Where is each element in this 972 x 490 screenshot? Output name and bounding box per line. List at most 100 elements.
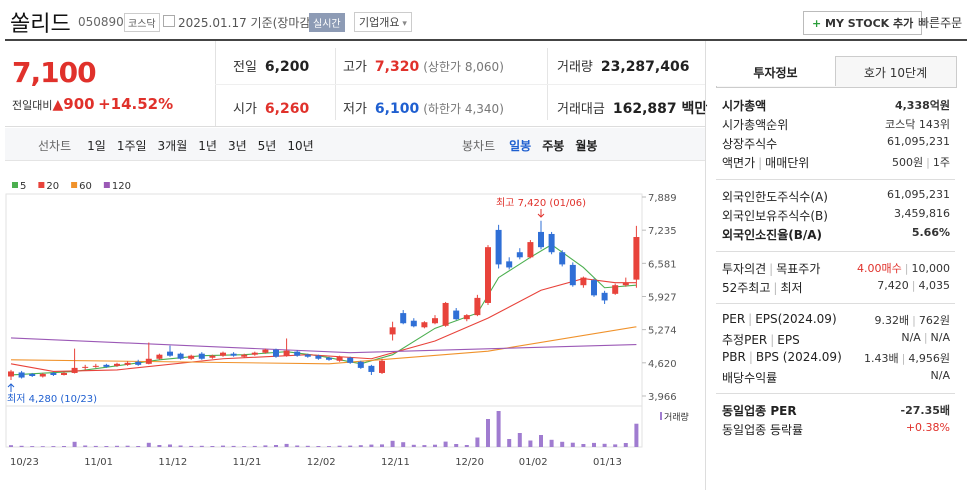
group-rule (716, 251, 955, 252)
current-price: 7,100 (12, 56, 97, 89)
volume-bar (592, 442, 596, 447)
volume-bar (146, 442, 151, 447)
y-tick-label: 7,235 (648, 226, 677, 237)
info-value: 4,338억원 (895, 97, 950, 113)
volume-bar (613, 444, 618, 447)
volume-bar (380, 444, 384, 447)
info-value: 9.32배 | 762원 (875, 312, 950, 328)
volume-bar (528, 440, 533, 447)
candle-body (538, 231, 544, 248)
info-value: N/A | N/A (901, 331, 950, 344)
period-tab[interactable]: 10년 (287, 139, 314, 153)
candle-body (50, 372, 57, 375)
company-text: 기업개요 (359, 16, 400, 29)
candle-body (474, 297, 481, 316)
candle-body (230, 353, 237, 356)
label-part: 매매단위 (765, 156, 810, 170)
candle-body (294, 351, 301, 356)
value-part: 9.32배 (874, 314, 910, 327)
info-value: 61,095,231 (887, 188, 950, 201)
candle-body (156, 354, 163, 359)
quote-item: 고가 7,320 (상한가 8,060) (343, 56, 504, 75)
moving-average (10, 243, 637, 376)
candle-tab[interactable]: 일봉 (509, 139, 532, 153)
value-part: N/A (930, 331, 950, 344)
quote-item: 저가 6,100 (하한가 4,340) (343, 98, 504, 117)
period-tab[interactable]: 3개월 (157, 139, 188, 153)
volume-bar (464, 445, 469, 447)
date: 2025.01.17 기준(장마감) (178, 14, 315, 31)
tab-title: 봉차트 (462, 139, 496, 153)
volume-bar (189, 445, 194, 447)
period-tab[interactable]: 1년 (198, 139, 217, 153)
volume-bar (422, 445, 427, 447)
value-part: 1주 (932, 156, 950, 169)
candle-body (304, 354, 311, 357)
volume-bar (634, 423, 639, 447)
volume-bar (401, 442, 406, 447)
x-tick-label: 01/13 (593, 457, 622, 468)
quote-sub: (상한가 8,060) (423, 60, 504, 74)
value-part: 4,338억원 (894, 99, 950, 112)
candle-body (114, 363, 120, 366)
y-tick-label: 5,927 (648, 293, 677, 304)
candle-body (336, 356, 343, 361)
moving-average (10, 326, 637, 365)
label-part: 액면가 (722, 156, 756, 170)
info-label: 외국인한도주식수(A) (722, 188, 828, 205)
candle-tab[interactable]: 주봉 (542, 139, 565, 153)
volume-bar (178, 445, 183, 447)
candle-body (220, 352, 226, 356)
period-tab[interactable]: 5년 (257, 139, 277, 153)
moving-average (10, 278, 637, 372)
quote-label: 고가 (343, 60, 367, 75)
legend-swatch (12, 182, 18, 188)
legend-swatch (38, 182, 45, 188)
realtime-badge[interactable]: 실시간 (309, 13, 345, 32)
value-part: N/A (901, 331, 921, 344)
candle-body (569, 264, 576, 286)
candle-body (29, 373, 36, 376)
candle-body (559, 252, 566, 265)
info-label: 동일업종 등락률 (722, 421, 803, 438)
candle-body (410, 320, 417, 327)
period-tab[interactable]: 1일 (87, 139, 106, 153)
volume-bar (486, 419, 490, 447)
label-part: 외국인보유주식수(B) (722, 209, 828, 223)
panel-tab[interactable]: 투자정보 (753, 66, 798, 80)
period-tab[interactable]: 3년 (227, 139, 247, 153)
label-part: 배당수익률 (722, 371, 778, 385)
info-label: 동일업종 PER (722, 402, 797, 419)
low-arrow (7, 383, 15, 392)
separator: | (758, 156, 763, 170)
volume-bar (316, 446, 321, 447)
info-label: PER | EPS(2024.09) (722, 312, 837, 326)
value-part: -27.35배 (900, 404, 950, 417)
volume-bar (475, 437, 480, 447)
candle-tab[interactable]: 월봉 (575, 139, 598, 153)
change-line: 전일대비▲900 +14.52% (12, 95, 174, 113)
mystock-button[interactable]: + MY STOCK 추가 (803, 11, 923, 35)
group-rule (716, 179, 955, 180)
label-part: 시가총액 (722, 99, 767, 113)
period-tab[interactable]: 1주일 (116, 139, 147, 153)
separator: | (770, 333, 775, 347)
volume-bar (602, 443, 607, 447)
quick-order[interactable]: 빠른주문 (918, 16, 963, 30)
label-part: 투자의견 (722, 262, 767, 276)
volume-bar (83, 445, 88, 447)
volume-bar (104, 446, 109, 447)
panel-tab[interactable]: 호가 10단계 (863, 66, 928, 80)
company-button[interactable]: 기업개요 ▾ (354, 12, 412, 32)
info-value: 1.43배 | 4,956원 (864, 350, 950, 366)
stock-code: 050890 (78, 15, 124, 29)
info-value: 61,095,231 (887, 135, 950, 148)
volume-bar (93, 445, 98, 447)
value-part: 4,956원 (908, 352, 950, 365)
info-label: 외국인소진율(B/A) (722, 226, 822, 243)
volume-bar (496, 411, 501, 447)
candle-body (389, 327, 396, 335)
candle-body (326, 357, 332, 360)
high-arrow (537, 209, 545, 218)
candle-body (347, 357, 354, 363)
